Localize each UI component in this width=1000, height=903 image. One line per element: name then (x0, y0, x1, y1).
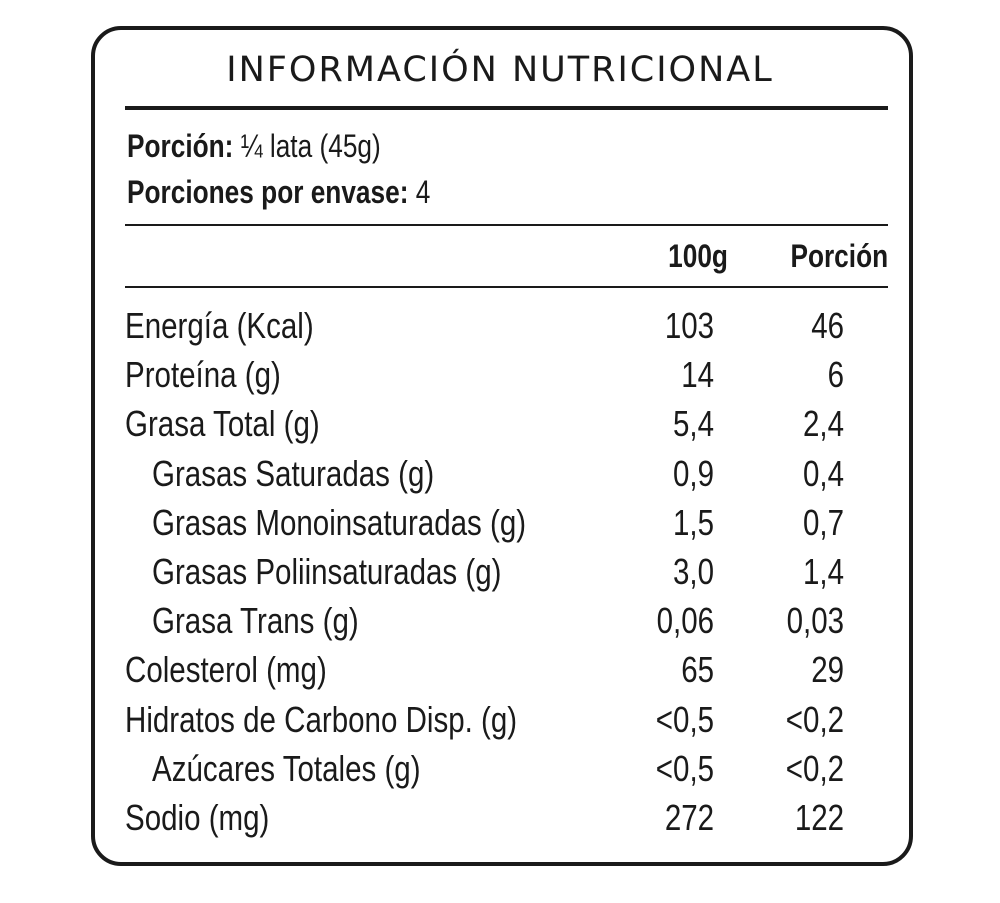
nutrient-value-100g: 1,5 (672, 501, 714, 543)
table-row: Sodio (mg) 272 122 (0, 792, 1000, 841)
nutrient-name: Azúcares Totales (g) (152, 747, 421, 789)
serving-size: Porción: ¼ lata (45g) (127, 126, 381, 166)
table-row: Azúcares Totales (g) <0,5 <0,2 (0, 743, 1000, 792)
nutrient-value-100g: <0,5 (655, 747, 714, 789)
header-divider (125, 286, 888, 288)
table-row: Grasa Trans (g) 0,06 0,03 (0, 595, 1000, 644)
serving-divider (125, 224, 888, 226)
nutrient-name: Colesterol (mg) (125, 649, 327, 691)
nutrient-name: Sodio (mg) (125, 796, 270, 838)
nutrient-value-100g: 14 (681, 354, 714, 396)
table-row: Proteína (g) 14 6 (0, 349, 1000, 398)
table-row: Colesterol (mg) 65 29 (0, 644, 1000, 693)
nutrient-name: Grasas Monoinsaturadas (g) (152, 501, 527, 543)
serving-size-value: ¼ lata (45g) (240, 128, 381, 164)
nutrient-name: Grasa Total (g) (125, 403, 320, 445)
nutrient-name: Proteína (g) (125, 354, 281, 396)
nutrient-name: Energía (Kcal) (125, 305, 314, 346)
nutrient-value-100g: 0,06 (656, 600, 714, 642)
serving-size-label: Porción: (127, 128, 234, 164)
table-row: Grasas Poliinsaturadas (g) 3,0 1,4 (0, 546, 1000, 595)
table-row: Grasa Total (g) 5,4 2,4 (0, 398, 1000, 447)
nutrient-value-porcion: 2,4 (802, 403, 844, 445)
nutrient-value-porcion: 122 (794, 796, 844, 838)
table-row: Grasas Monoinsaturadas (g) 1,5 0,7 (0, 497, 1000, 546)
nutrient-value-porcion: <0,2 (785, 698, 844, 740)
nutrient-value-porcion: 1,4 (802, 550, 844, 592)
nutrient-value-porcion: 46 (811, 305, 844, 346)
nutrient-name: Hidratos de Carbono Disp. (g) (125, 698, 518, 740)
title-divider (125, 106, 888, 110)
nutrition-label-panel (91, 26, 913, 866)
nutrient-name: Grasa Trans (g) (152, 600, 359, 642)
nutrient-value-100g: 272 (664, 796, 714, 838)
nutrient-value-porcion: 0,4 (802, 452, 844, 494)
nutrient-value-100g: <0,5 (655, 698, 714, 740)
nutrient-name: Grasas Saturadas (g) (152, 452, 435, 494)
nutrient-value-100g: 103 (664, 305, 714, 346)
nutrient-value-porcion: 6 (827, 354, 844, 396)
servings-per-container-value: 4 (415, 174, 431, 210)
nutrient-value-100g: 5,4 (672, 403, 714, 445)
label-title: INFORMACIÓN NUTRICIONAL (226, 50, 774, 90)
nutrient-value-porcion: 0,7 (802, 501, 844, 543)
nutrient-value-porcion: <0,2 (785, 747, 844, 789)
table-row: Energía (Kcal) 103 46 (0, 300, 1000, 349)
nutrient-value-100g: 0,9 (672, 452, 714, 494)
nutrient-value-100g: 65 (681, 649, 714, 691)
nutrient-name: Grasas Poliinsaturadas (g) (152, 550, 502, 592)
column-header-porcion: Porción (790, 238, 888, 274)
servings-per-container-label: Porciones por envase: (127, 174, 409, 210)
nutrient-table: Energía (Kcal) 103 46 Proteína (g) 14 6 … (0, 300, 1000, 841)
nutrient-value-100g: 3,0 (672, 550, 714, 592)
table-row: Grasas Saturadas (g) 0,9 0,4 (0, 448, 1000, 497)
nutrient-value-porcion: 29 (811, 649, 844, 691)
servings-per-container: Porciones por envase: 4 (127, 172, 430, 212)
table-row: Hidratos de Carbono Disp. (g) <0,5 <0,2 (0, 694, 1000, 743)
column-header-100g: 100g (668, 238, 728, 274)
nutrient-value-porcion: 0,03 (786, 600, 844, 642)
